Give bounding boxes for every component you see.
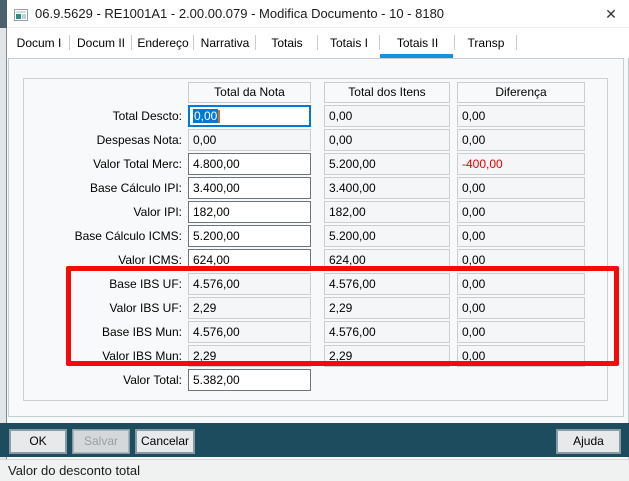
field-nota <box>188 129 311 151</box>
cancelar-button[interactable]: Cancelar <box>136 430 194 453</box>
field-itens <box>324 105 450 127</box>
tab-label: Totais <box>271 36 303 50</box>
tab-label: Endereço <box>137 36 189 50</box>
column-header: Diferença <box>457 82 585 103</box>
field-label: Base Cálculo ICMS: <box>74 229 182 243</box>
tab-label: Narrativa <box>200 36 250 50</box>
field-itens <box>324 297 450 319</box>
field-nota[interactable] <box>188 369 311 391</box>
tab-totais-i[interactable]: Totais I <box>318 28 380 58</box>
window-title: 06.9.5629 - RE1001A1 - 2.00.00.079 - Mod… <box>35 6 445 21</box>
background-window-edge <box>0 0 7 481</box>
field-itens <box>324 345 450 367</box>
table-row: Base IBS Mun: <box>24 321 607 343</box>
field-nota <box>188 321 311 343</box>
tab-narrativa[interactable]: Narrativa <box>194 28 256 58</box>
tab-label: Docum II <box>76 36 125 50</box>
table-row: Valor IBS Mun: <box>24 345 607 367</box>
column-headers: Total da Nota Total dos Itens Diferença <box>24 82 607 103</box>
field-nota[interactable] <box>188 177 311 199</box>
tab-docum-i[interactable]: Docum I <box>8 28 70 58</box>
field-diferenca <box>457 321 585 343</box>
tab-totais[interactable]: Totais <box>256 28 318 58</box>
field-itens <box>324 129 450 151</box>
field-label: Base Cálculo IPI: <box>89 181 182 195</box>
field-nota <box>188 297 311 319</box>
tab-endereço[interactable]: Endereço <box>132 28 194 58</box>
field-itens <box>324 321 450 343</box>
tab-transp[interactable]: Transp <box>455 28 517 58</box>
field-itens <box>324 225 450 247</box>
field-label: Total Descto: <box>112 109 182 123</box>
table-row: Despesas Nota: <box>24 129 607 151</box>
field-label: Despesas Nota: <box>96 133 182 147</box>
table-row: Valor Total: <box>24 369 607 391</box>
table-row: Total Descto: 0,00 <box>24 105 607 127</box>
field-label: Valor ICMS: <box>118 253 182 267</box>
selected-text: 0,00 <box>193 109 219 123</box>
tab-label: Totais I <box>329 36 368 50</box>
ajuda-button[interactable]: Ajuda <box>557 430 620 453</box>
field-diferenca <box>457 153 585 175</box>
field-itens <box>324 273 450 295</box>
field-label: Valor IBS UF: <box>109 301 182 315</box>
field-nota[interactable]: 0,00 <box>188 105 311 127</box>
field-nota <box>188 345 311 367</box>
status-bar: Valor do desconto total <box>0 459 629 481</box>
close-icon[interactable]: ✕ <box>605 6 617 22</box>
field-nota[interactable] <box>188 201 311 223</box>
field-diferenca <box>457 345 585 367</box>
field-diferenca <box>457 177 585 199</box>
field-nota[interactable] <box>188 153 311 175</box>
text-caret <box>218 109 221 123</box>
tab-label: Transp <box>467 36 505 50</box>
button-bar: OK Salvar Cancelar Ajuda <box>0 423 629 457</box>
tab-page-totais-ii: Total da Nota Total dos Itens Diferença To… <box>8 58 624 417</box>
totals-group-box: Total da Nota Total dos Itens Diferença To… <box>23 78 608 401</box>
tab-bar: Docum I Docum II Endereço Narrativa Totais To… <box>7 28 629 58</box>
table-row: Base IBS UF: <box>24 273 607 295</box>
field-itens <box>324 177 450 199</box>
column-header: Total dos Itens <box>324 82 450 103</box>
column-header: Total da Nota <box>188 82 311 103</box>
selected-tab-underline <box>380 54 453 58</box>
field-label: Base IBS UF: <box>109 277 182 291</box>
window-icon <box>14 8 28 21</box>
field-label: Valor IBS Mun: <box>102 349 182 363</box>
tab-label: Docum I <box>16 36 62 50</box>
ok-button[interactable]: OK <box>10 430 66 453</box>
title-bar: 06.9.5629 - RE1001A1 - 2.00.00.079 - Mod… <box>7 0 629 28</box>
field-label: Valor Total: <box>123 373 182 387</box>
table-row: Valor ICMS: <box>24 249 607 271</box>
tab-totais-ii[interactable]: Totais II <box>380 28 455 58</box>
field-diferenca <box>457 105 585 127</box>
salvar-button: Salvar <box>73 430 129 453</box>
field-diferenca <box>457 201 585 223</box>
field-itens <box>324 201 450 223</box>
table-row: Base Cálculo IPI: <box>24 177 607 199</box>
field-diferenca <box>457 129 585 151</box>
status-hint-text: Valor do desconto total <box>8 463 141 478</box>
field-label: Valor IPI: <box>133 205 182 219</box>
field-label: Valor Total Merc: <box>93 157 182 171</box>
field-itens <box>324 153 450 175</box>
field-itens <box>324 249 450 271</box>
field-diferenca <box>457 297 585 319</box>
table-row: Valor Total Merc: <box>24 153 607 175</box>
field-nota <box>188 273 311 295</box>
table-row: Valor IPI: <box>24 201 607 223</box>
field-label: Base IBS Mun: <box>101 325 182 339</box>
table-row: Valor IBS UF: <box>24 297 607 319</box>
field-diferenca <box>457 249 585 271</box>
field-nota[interactable] <box>188 249 311 271</box>
table-row: Base Cálculo ICMS: <box>24 225 607 247</box>
field-diferenca <box>457 225 585 247</box>
tab-docum-ii[interactable]: Docum II <box>70 28 132 58</box>
tab-label: Totais II <box>396 36 439 50</box>
field-diferenca <box>457 273 585 295</box>
field-nota[interactable] <box>188 225 311 247</box>
